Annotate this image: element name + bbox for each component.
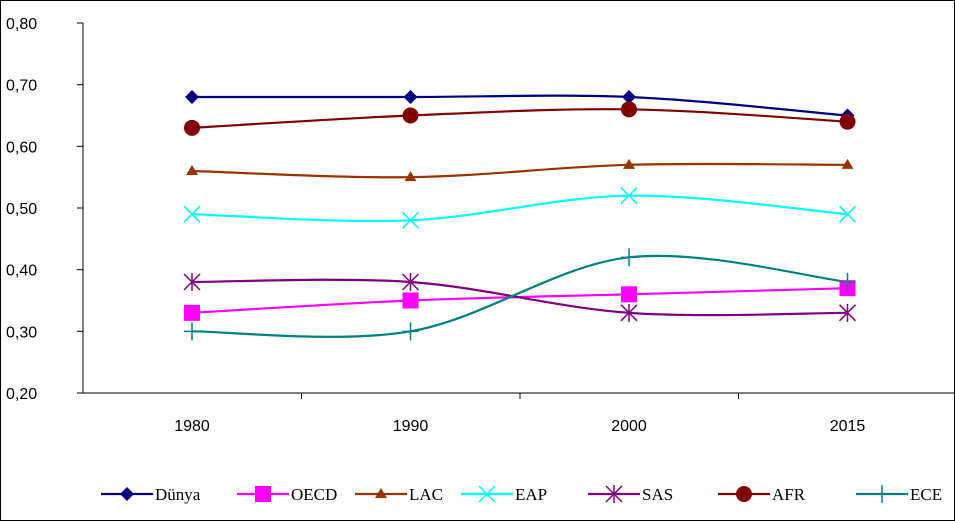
legend-item-oecd: OECD: [237, 485, 337, 504]
legend-label: SAS: [642, 485, 673, 504]
data-point-lac: [623, 158, 635, 169]
x-tick-label: 1990: [393, 418, 429, 435]
data-point-oecd: [402, 292, 419, 309]
data-point-eap: [183, 205, 201, 223]
data-point-afr: [402, 107, 419, 124]
series-line-ece: [191, 254, 848, 338]
data-point-sas: [838, 303, 857, 322]
series-line-sas: [191, 278, 848, 317]
data-point-ece: [402, 322, 419, 341]
data-point-oecd: [184, 304, 200, 321]
legend-marker-oecd: [255, 486, 271, 502]
y-tick-label: 0,20: [6, 386, 37, 403]
legend-marker-ece: [874, 485, 890, 503]
x-tick-label: 1980: [174, 418, 210, 435]
legend-item-afr: AFR: [718, 485, 806, 504]
legend-label: Dünya: [155, 485, 201, 504]
data-point-d-nya: [403, 90, 418, 104]
y-tick-label: 0,70: [6, 78, 37, 95]
series-line-afr: [191, 108, 848, 129]
legend-item-eap: EAP: [461, 485, 547, 504]
data-point-ece: [621, 248, 637, 267]
data-point-eap: [620, 187, 638, 205]
y-tick-label: 0,50: [6, 201, 37, 218]
data-point-lac: [841, 158, 854, 169]
data-point-lac: [186, 165, 198, 175]
legend-item-lac: LAC: [355, 485, 443, 504]
data-point-eap: [401, 211, 420, 229]
data-point-oecd: [621, 286, 637, 303]
data-point-afr: [621, 101, 637, 118]
data-point-eap: [838, 205, 857, 223]
data-point-sas: [401, 273, 420, 291]
data-point-d-nya: [185, 90, 199, 104]
series-line-eap: [191, 194, 848, 223]
data-point-afr: [839, 113, 856, 130]
data-point-ece: [184, 322, 200, 341]
data-point-d-nya: [622, 90, 636, 104]
data-point-afr: [184, 119, 200, 136]
x-tick-label: 2015: [830, 418, 866, 435]
x-tick-label: 2000: [611, 418, 647, 435]
legend-marker-afr: [736, 486, 752, 502]
legend-marker-lac: [375, 488, 387, 498]
series-line-lac: [191, 162, 848, 179]
legend-item-d-nya: Dünya: [101, 485, 201, 504]
legend-label: AFR: [772, 485, 806, 504]
series-line-d-nya: [191, 94, 848, 117]
legend-marker-eap: [478, 485, 496, 503]
data-point-ece: [839, 273, 856, 291]
y-tick-label: 0,60: [6, 139, 37, 156]
legend-label: ECE: [910, 485, 942, 504]
legend-label: EAP: [515, 485, 547, 504]
legend-label: LAC: [409, 485, 443, 504]
data-point-sas: [620, 303, 638, 322]
y-tick-label: 0,30: [6, 324, 37, 341]
y-tick-label: 0,80: [6, 16, 37, 33]
y-tick-label: 0,40: [6, 263, 37, 280]
data-point-lac: [404, 171, 417, 182]
legend-item-sas: SAS: [588, 485, 673, 504]
legend-marker-d-nya: [120, 487, 134, 501]
legend-item-ece: ECE: [856, 485, 942, 504]
data-point-sas: [183, 273, 201, 291]
legend-label: OECD: [291, 485, 337, 504]
legend-marker-sas: [605, 485, 623, 503]
